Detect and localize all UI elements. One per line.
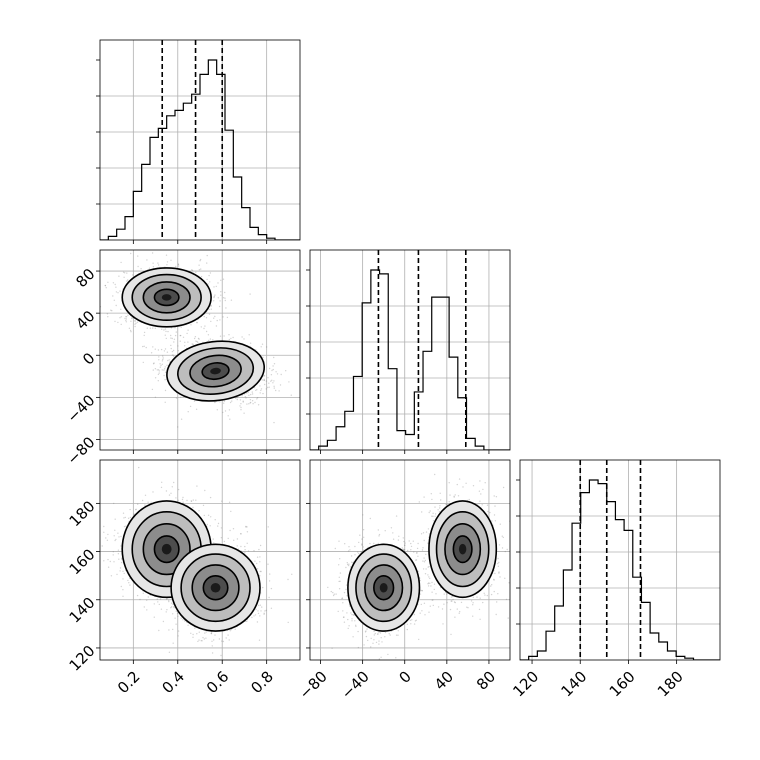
contour-2-1-3: [202, 574, 229, 601]
histogram-panel-0-frame: [99, 39, 301, 241]
x-tick-label: 180: [654, 668, 687, 701]
histogram-panel-1: [306, 249, 511, 454]
x-tick-label: 80: [473, 668, 499, 694]
scatter-panel-1-2-frame: [309, 459, 511, 661]
scatter-panel-0-1: −80 −40 0 40 80: [63, 249, 301, 468]
y-tick-label: −80: [63, 433, 98, 468]
y-tick-label: 0: [79, 349, 98, 368]
density-fill-1-0-4: [379, 582, 388, 593]
contour-0-1-0: [166, 340, 266, 402]
panel-content-1: [327, 473, 510, 660]
density-fill-2-0-4: [161, 543, 172, 555]
y-tick-label: 160: [66, 545, 99, 578]
y-tick-label: 40: [72, 307, 98, 333]
histogram-panel-1-frame: [309, 249, 511, 451]
contour-2-0-2: [142, 523, 191, 576]
x-tick-label: 160: [606, 668, 639, 701]
x-tick-label: 0.2: [114, 668, 144, 698]
y-tick-label: 140: [66, 594, 99, 627]
scatter-panel-1-2: −80 −40 0 40 80: [296, 459, 511, 703]
density-fill-1-1-4: [458, 543, 467, 555]
contour-1-1-0: [428, 500, 498, 599]
contour-2-1-2: [191, 564, 240, 612]
density-fill-0-1-4: [210, 367, 221, 375]
x-tick-label: 120: [509, 668, 542, 701]
density-fill-0-0-4: [161, 294, 172, 301]
histogram-panel-2: 120 140 160 180: [509, 459, 721, 701]
y-tick-label: 120: [66, 642, 99, 675]
contour-1-1-3: [452, 535, 473, 564]
contour-2-1-0: [170, 543, 261, 632]
panel-content-2: [101, 466, 293, 657]
histogram-step-1: [310, 269, 510, 450]
contour-1-0-3: [373, 574, 395, 601]
contour-0-1-1: [177, 347, 255, 395]
histogram-panel-2-frame: [519, 459, 721, 661]
histogram-panel-0: [96, 39, 301, 244]
contour-1-1-2: [444, 523, 482, 576]
x-tick-label: 140: [558, 668, 591, 701]
contour-1-1-1: [435, 511, 490, 588]
x-tick-label: −80: [296, 668, 331, 703]
contour-1-0-1: [355, 553, 413, 623]
scatter-panel-0-1-frame: [99, 249, 301, 451]
panel-content-0: [100, 250, 292, 428]
histogram-step-0: [100, 59, 300, 240]
contour-0-0-0: [121, 267, 212, 328]
contour-0-1-2: [189, 354, 242, 388]
contour-0-0-2: [142, 281, 191, 314]
contour-0-1-3: [201, 362, 230, 381]
histogram-step-2: [520, 479, 720, 660]
contour-2-0-3: [153, 535, 180, 564]
scatter-panel-0-2-frame: [99, 459, 301, 661]
x-tick-label: −40: [338, 668, 373, 703]
x-tick-label: 0.8: [247, 668, 277, 698]
x-tick-label: 0.6: [203, 668, 233, 698]
y-tick-label: −40: [63, 391, 98, 426]
contour-2-1-1: [180, 553, 251, 623]
x-tick-label: 0: [396, 668, 415, 687]
contour-1-0-2: [364, 564, 404, 612]
y-tick-label: 180: [66, 497, 99, 530]
density-fill-2-1-4: [210, 582, 221, 593]
x-tick-label: 40: [431, 668, 457, 694]
contour-0-0-1: [131, 273, 202, 322]
x-tick-label: 0.4: [158, 668, 188, 698]
contour-0-0-3: [153, 288, 180, 307]
contour-1-0-0: [347, 543, 421, 632]
y-tick-label: 80: [72, 265, 98, 291]
scatter-panel-0-2: 0.2 0.4 0.6 0.8 120 140 160 180: [66, 459, 301, 698]
